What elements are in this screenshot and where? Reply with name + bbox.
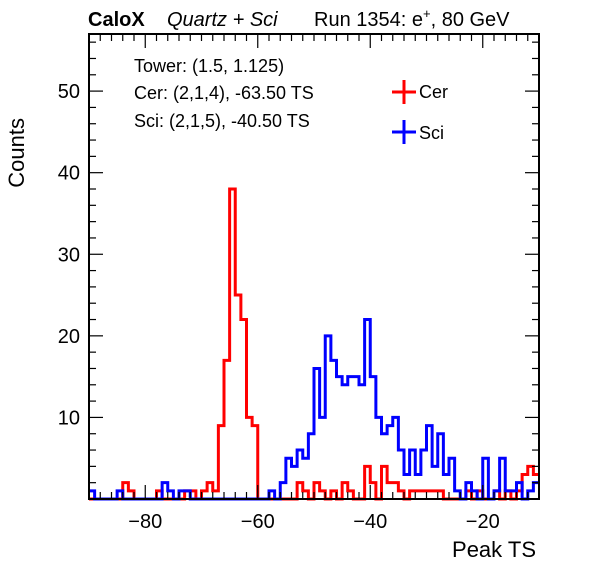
series-line-sci: [89, 318, 539, 501]
x-axis-title: Peak TS: [452, 537, 536, 562]
x-tick-label: −60: [241, 511, 275, 533]
header-run-text: Run 1354: e: [314, 9, 423, 31]
series-line-cer: [89, 187, 539, 501]
legend-label-sci: Sci: [419, 123, 444, 143]
info-tower: Tower: (1.5, 1.125): [134, 56, 284, 76]
x-tick-label: −40: [353, 511, 387, 533]
legend-marker-cer: [392, 80, 416, 104]
legend-label-cer: Cer: [419, 82, 448, 102]
y-tick-label: 10: [58, 407, 80, 429]
plot-area: −80 −60 −40 −20 10 20 30 40 50: [58, 33, 540, 533]
header-particle-charge: +: [423, 6, 431, 21]
y-axis-title: Counts: [4, 118, 29, 188]
x-tick-label: −80: [128, 511, 162, 533]
header-run: Run 1354: e+, 80 GeV: [314, 6, 510, 31]
y-tick-label: 40: [58, 163, 80, 185]
header-beam-energy: , 80 GeV: [431, 9, 511, 31]
y-tick-label: 20: [58, 326, 80, 348]
legend: Cer Sci: [392, 80, 448, 144]
y-tick-label: 30: [58, 244, 80, 266]
info-sci: Sci: (2,1,5), -40.50 TS: [134, 111, 310, 131]
legend-marker-sci: [392, 120, 416, 144]
x-tick-label: −20: [466, 511, 500, 533]
header-detector: Quartz + Sci: [167, 9, 278, 31]
info-cer: Cer: (2,1,4), -63.50 TS: [134, 83, 314, 103]
y-tick-label: 50: [58, 81, 80, 103]
header-experiment: CaloX: [88, 9, 145, 31]
